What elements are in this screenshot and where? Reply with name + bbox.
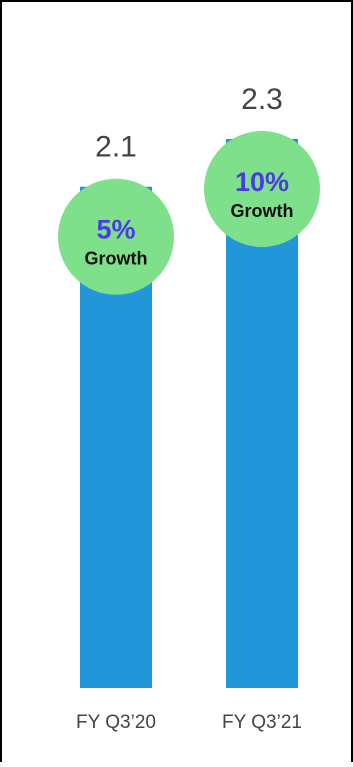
growth-text-2: Growth bbox=[231, 201, 294, 221]
growth-percent-1: 5% bbox=[96, 215, 135, 245]
growth-bubble-2 bbox=[204, 131, 320, 247]
growth-bubble-1 bbox=[58, 178, 174, 295]
value-label-1: 2.1 bbox=[95, 131, 137, 164]
growth-text-1: Growth bbox=[85, 249, 148, 269]
growth-percent-2: 10% bbox=[235, 167, 289, 197]
x-tick-label-1: FY Q3’20 bbox=[76, 712, 156, 733]
growth-bar-chart: 2.1 5% Growth FY Q3’20 2.3 10% Growth FY Q3’21 bbox=[58, 83, 320, 733]
x-tick-label-2: FY Q3’21 bbox=[222, 712, 302, 733]
value-label-2: 2.3 bbox=[241, 83, 283, 116]
